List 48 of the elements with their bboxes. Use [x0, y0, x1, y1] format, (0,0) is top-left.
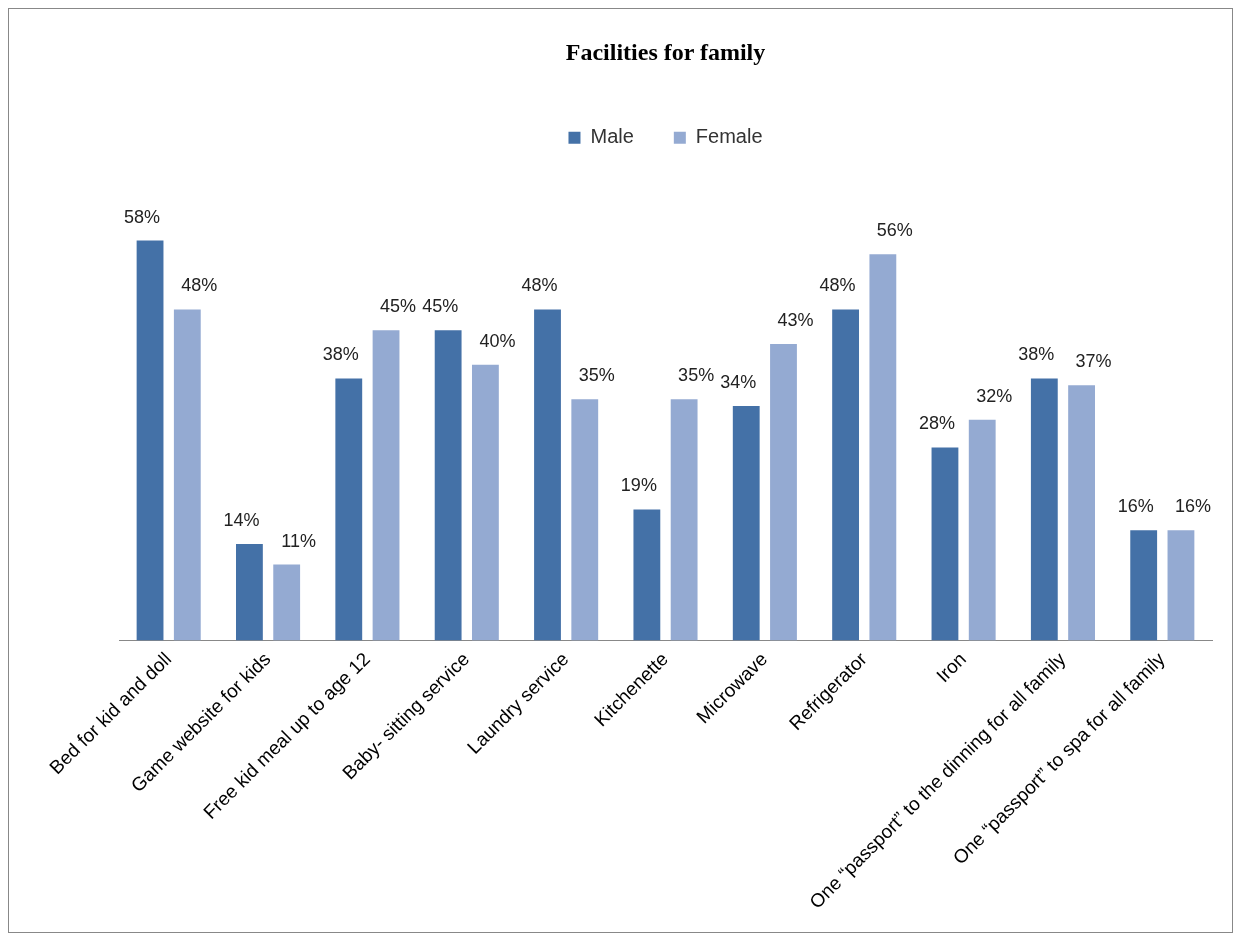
- bar: [832, 309, 860, 641]
- bar: [670, 399, 698, 641]
- data-label: 16%: [1174, 496, 1211, 517]
- data-label: 38%: [1018, 344, 1055, 365]
- bar: [434, 330, 462, 641]
- x-tick-label: Iron: [932, 648, 971, 687]
- chart-title: Facilities for family: [565, 38, 766, 65]
- bar: [931, 447, 959, 641]
- bar: [1030, 378, 1058, 641]
- bar: [869, 254, 897, 641]
- data-label: 45%: [422, 296, 459, 317]
- data-label: 34%: [720, 372, 757, 392]
- bar: [471, 364, 499, 641]
- data-label: 38%: [322, 344, 359, 365]
- data-label: 37%: [1075, 351, 1112, 372]
- data-label: 19%: [620, 475, 657, 496]
- data-label: 28%: [918, 413, 955, 434]
- data-label: 40%: [479, 330, 516, 351]
- data-label: 11%: [281, 530, 317, 551]
- data-label: 48%: [181, 275, 218, 296]
- bar: [136, 240, 164, 641]
- data-label: 43%: [777, 309, 814, 330]
- bar: [534, 309, 561, 641]
- data-label: 45%: [380, 296, 417, 317]
- bar: [1130, 530, 1158, 641]
- legend-label: Male: [590, 125, 634, 148]
- bar: [372, 330, 400, 641]
- bar: [770, 343, 797, 641]
- bar: [236, 543, 263, 641]
- bar: [571, 399, 599, 641]
- data-label: 58%: [124, 206, 161, 227]
- legend-label: Female: [695, 125, 763, 148]
- data-label: 32%: [976, 385, 1013, 406]
- data-label: 56%: [876, 220, 913, 241]
- data-label: 16%: [1117, 496, 1154, 517]
- bar: [732, 406, 760, 641]
- bar: [1167, 530, 1195, 641]
- data-label: 48%: [819, 275, 856, 296]
- data-label: 35%: [678, 365, 715, 386]
- bar: [335, 378, 363, 641]
- bar: [968, 419, 996, 641]
- data-label: 35%: [578, 365, 615, 386]
- data-label: 48%: [521, 275, 558, 296]
- bar: [173, 309, 201, 641]
- bar: [1068, 385, 1095, 641]
- bar: [633, 509, 661, 641]
- bar: [273, 564, 301, 641]
- data-label: 14%: [223, 509, 260, 530]
